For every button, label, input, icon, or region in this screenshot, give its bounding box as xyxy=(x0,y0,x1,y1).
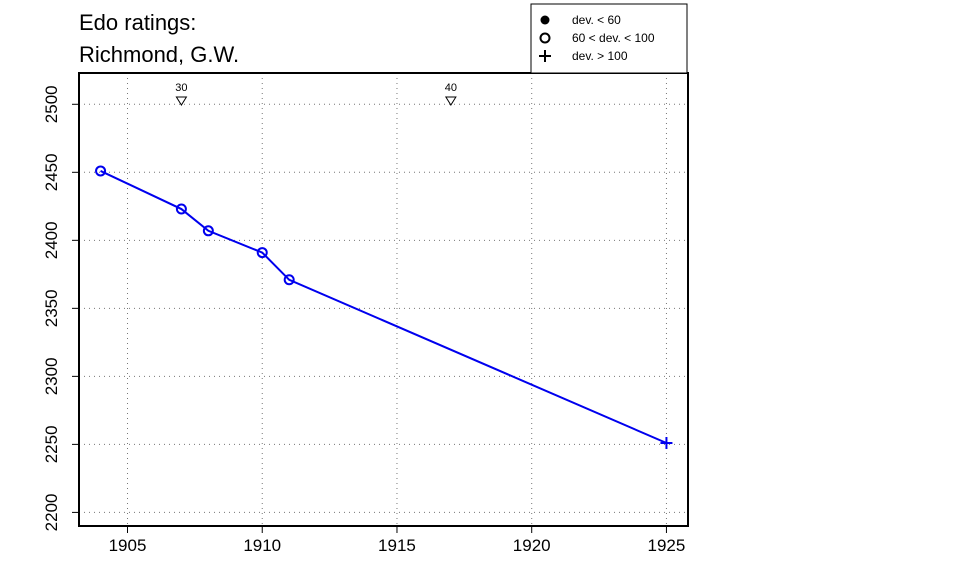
y-tick-label: 2500 xyxy=(42,85,61,123)
legend-label: dev. > 100 xyxy=(572,49,628,63)
x-tick-label: 1925 xyxy=(648,536,686,555)
age-marker-triangle xyxy=(444,96,457,106)
x-tick-label: 1920 xyxy=(513,536,551,555)
age-marker-triangle xyxy=(175,96,188,106)
data-point-open xyxy=(202,225,214,237)
age-marker-label: 40 xyxy=(445,82,457,94)
age-markers: 30 40 xyxy=(175,82,457,106)
data-point-open xyxy=(256,247,268,259)
legend-label: dev. < 60 xyxy=(572,13,621,27)
axis-ticks: 1905 1910 1915 1920 1925 2200 2250 2300 2350 2400… xyxy=(42,85,685,555)
legend: dev. < 60 60 < dev. < 100 dev. > 100 xyxy=(530,3,688,74)
chart-title-line-1: Edo ratings: xyxy=(79,10,196,35)
y-tick-label: 2350 xyxy=(42,289,61,327)
age-marker-label: 30 xyxy=(175,82,187,94)
plot-frame xyxy=(78,72,689,527)
y-tick-label: 2200 xyxy=(42,493,61,531)
y-tick-label: 2300 xyxy=(42,357,61,395)
data-point-open xyxy=(95,165,107,177)
grid xyxy=(79,73,688,526)
legend-symbol-filled-circle xyxy=(540,15,550,25)
data-point-open xyxy=(175,203,187,215)
x-tick-label: 1910 xyxy=(243,536,281,555)
legend-symbol-open-circle xyxy=(539,32,551,44)
legend-box xyxy=(530,3,688,74)
x-tick-label: 1915 xyxy=(378,536,416,555)
y-tick-label: 2400 xyxy=(42,221,61,259)
x-tick-label: 1905 xyxy=(109,536,147,555)
data-point-plus xyxy=(660,437,673,450)
data-series xyxy=(95,165,673,450)
series-line xyxy=(100,170,667,444)
y-tick-label: 2450 xyxy=(42,153,61,191)
chart-title-line-2: Richmond, G.W. xyxy=(79,42,239,67)
legend-symbol-plus xyxy=(539,50,551,62)
legend-label: 60 < dev. < 100 xyxy=(572,31,655,45)
data-point-open xyxy=(283,274,295,286)
y-tick-label: 2250 xyxy=(42,425,61,463)
